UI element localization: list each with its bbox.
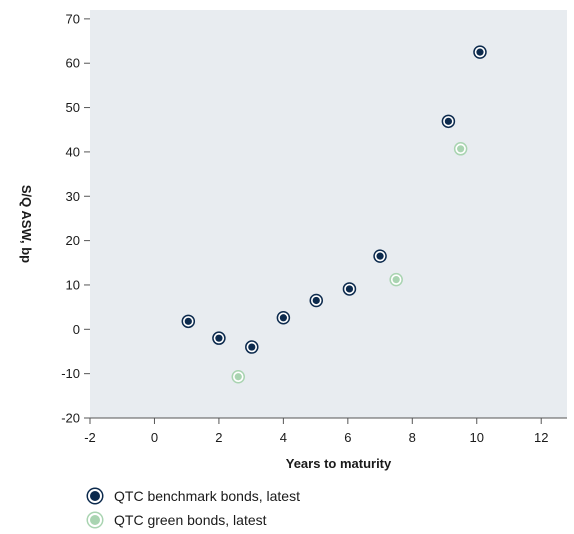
- green-bond-point: [231, 370, 246, 384]
- x-tick-label: -2: [84, 430, 96, 445]
- benchmark-bond-point: [181, 314, 196, 329]
- legend-item-green: QTC green bonds, latest: [88, 508, 300, 532]
- legend-marker-benchmark: [88, 489, 102, 503]
- data-points: [181, 45, 487, 384]
- y-tick-label: 30: [66, 189, 80, 204]
- x-tick-label: 12: [534, 430, 548, 445]
- legend-label-benchmark: QTC benchmark bonds, latest: [114, 488, 300, 504]
- x-axis: -2 0 2 4 6 8 10 12: [84, 417, 567, 445]
- y-tick-label: 40: [66, 144, 80, 159]
- benchmark-bond-point: [309, 293, 324, 308]
- x-tick-label: 0: [151, 430, 158, 445]
- benchmark-bond-point: [245, 340, 259, 354]
- x-axis-title: Years to maturity: [286, 456, 392, 471]
- y-axis: -20 -10 0 10 20 30 40 50 60 70: [61, 11, 90, 426]
- plot-area: [90, 10, 567, 418]
- legend-marker-green: [88, 513, 102, 527]
- legend: QTC benchmark bonds, latest QTC green bo…: [88, 484, 300, 532]
- x-tick-label: 6: [344, 430, 351, 445]
- x-tick-label: 4: [280, 430, 287, 445]
- y-tick-label: 10: [66, 277, 80, 292]
- y-tick-label: -10: [61, 366, 80, 381]
- y-tick-label: 50: [66, 100, 80, 115]
- green-bond-point: [453, 142, 468, 156]
- legend-item-benchmark: QTC benchmark bonds, latest: [88, 484, 300, 508]
- y-tick-label: -20: [61, 411, 80, 426]
- green-bond-point: [389, 272, 403, 287]
- benchmark-bond-point: [473, 45, 487, 59]
- x-tick-label: 8: [409, 430, 416, 445]
- benchmark-bond-point: [212, 331, 226, 345]
- y-tick-label: 0: [73, 322, 80, 337]
- y-tick-label: 20: [66, 233, 80, 248]
- y-tick-label: 60: [66, 56, 80, 71]
- x-tick-label: 10: [470, 430, 484, 445]
- benchmark-bond-point: [373, 249, 387, 263]
- y-tick-label: 70: [66, 11, 80, 26]
- benchmark-bond-point: [276, 311, 291, 325]
- benchmark-bond-point: [342, 282, 357, 296]
- x-tick-label: 2: [215, 430, 222, 445]
- legend-label-green: QTC green bonds, latest: [114, 512, 267, 528]
- benchmark-bond-point: [441, 114, 456, 129]
- y-axis-title: S/Q ASW, bp: [19, 185, 34, 263]
